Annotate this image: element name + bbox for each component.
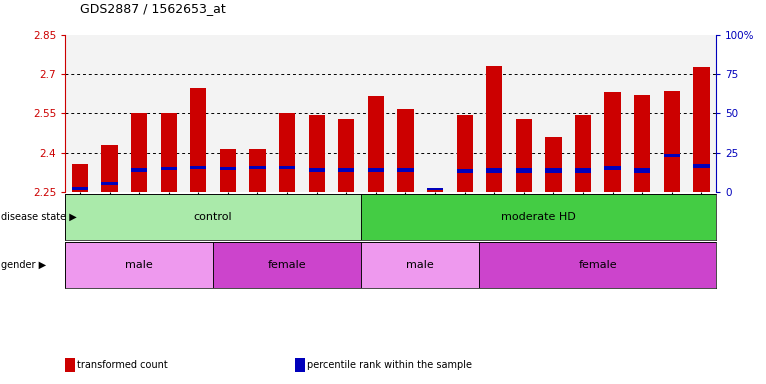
Bar [368,169,384,172]
Bar [568,35,597,192]
Bar [516,169,532,173]
Bar [693,67,709,192]
Bar [65,194,361,240]
Bar [604,92,620,192]
Bar [486,66,502,192]
Bar [538,35,568,192]
Bar [131,169,147,172]
Bar [161,167,177,170]
Bar [124,35,154,192]
Bar [634,95,650,192]
Bar [272,35,302,192]
Text: percentile rank within the sample: percentile rank within the sample [307,360,472,370]
Bar [686,35,716,192]
Bar [627,35,657,192]
Bar [154,35,184,192]
Bar [657,35,686,192]
Bar [95,35,124,192]
Bar [101,145,118,192]
Text: female: female [268,260,306,270]
Bar [391,35,421,192]
Bar [250,149,266,192]
Bar [279,113,295,192]
Bar [220,167,236,170]
Bar [486,169,502,173]
Bar [338,119,355,192]
Text: female: female [578,260,617,270]
Bar [101,182,118,185]
Bar [309,114,325,192]
Bar [398,109,414,192]
Bar [457,169,473,173]
Bar [634,169,650,173]
Bar [190,166,206,169]
Bar [597,35,627,192]
Bar [480,35,509,192]
Bar [361,242,480,288]
Bar [72,164,88,192]
Bar [65,35,95,192]
Text: transformed count: transformed count [77,360,168,370]
Bar [302,35,332,192]
Bar [338,169,355,172]
Bar [545,137,561,192]
Bar [450,35,480,192]
Bar [575,169,591,173]
Text: gender ▶: gender ▶ [1,260,46,270]
Bar [213,35,243,192]
Bar [427,188,444,190]
Bar [457,114,473,192]
Bar [575,114,591,192]
Bar [332,35,361,192]
Bar [309,169,325,172]
Text: male: male [125,260,153,270]
Bar [663,91,680,192]
Text: control: control [194,212,232,222]
Bar [693,164,709,167]
Text: moderate HD: moderate HD [501,212,576,222]
Bar [213,242,361,288]
Text: disease state ▶: disease state ▶ [1,212,77,222]
Bar [516,119,532,192]
Bar [421,35,450,192]
Bar [220,149,236,192]
Bar [279,166,295,169]
Bar [604,166,620,170]
Bar [361,35,391,192]
Bar [427,189,444,192]
Bar [509,35,538,192]
Bar [398,169,414,172]
Bar [368,96,384,192]
Bar [250,166,266,169]
Bar [161,113,177,192]
Bar [361,194,716,240]
Bar [480,242,716,288]
Text: GDS2887 / 1562653_at: GDS2887 / 1562653_at [80,2,226,15]
Bar [184,35,213,192]
Bar [545,169,561,173]
Bar [131,113,147,192]
Bar [72,187,88,190]
Bar [663,154,680,157]
Text: male: male [407,260,434,270]
Bar [65,242,213,288]
Bar [243,35,272,192]
Bar [190,88,206,192]
